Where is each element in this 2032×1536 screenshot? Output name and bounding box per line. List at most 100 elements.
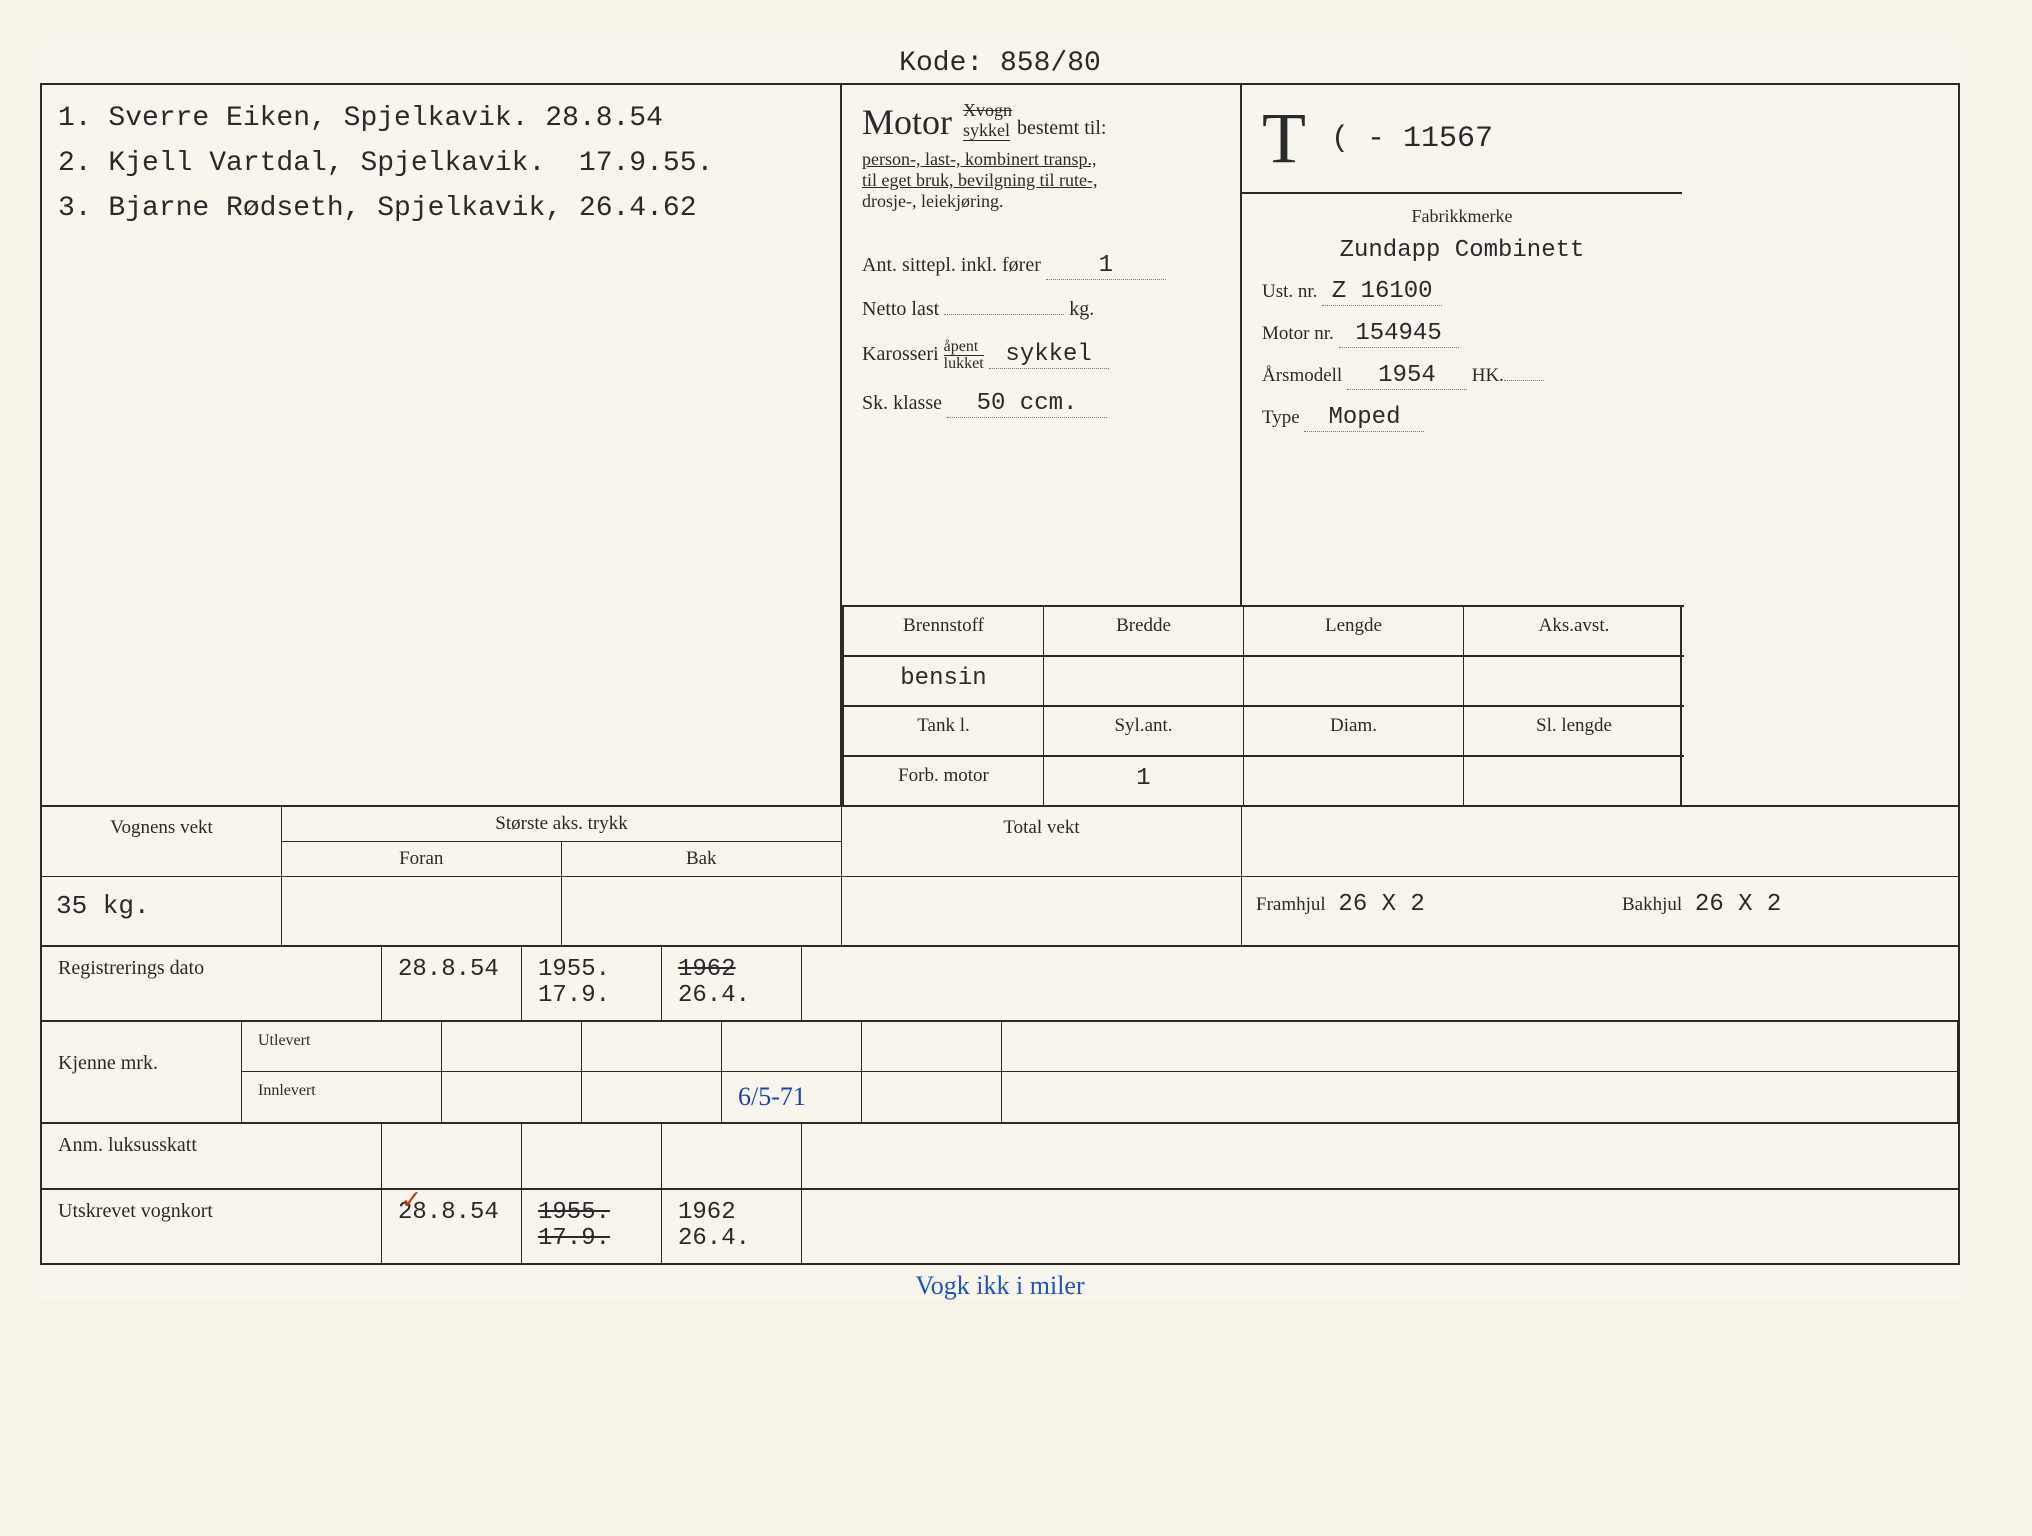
innlevert-label: Innlevert xyxy=(242,1072,442,1122)
wheels-box: Framhjul 26 X 2 Bakhjul 26 X 2 xyxy=(1242,877,2002,945)
netto-label: Netto last xyxy=(862,298,939,320)
utskrevet-2: 1955. 17.9. xyxy=(522,1190,662,1263)
aks-trykk-box: Største aks. trykk Foran Bak xyxy=(282,807,842,876)
owner-2: 2. Kjell Vartdal, Spjelkavik. 17.9.55. xyxy=(58,142,824,187)
utskrevet-row: Utskrevet vognkort 28.8.54 ✓ 1955. 17.9.… xyxy=(42,1190,1958,1263)
syl-label: Syl.ant. xyxy=(1044,705,1244,755)
framhjul-value: 26 X 2 xyxy=(1338,891,1424,918)
total-vekt-label: Total vekt xyxy=(842,807,1242,876)
handwritten-note: Vogk ikk i miler xyxy=(40,1271,1960,1301)
bottom-section: Registrerings dato 28.8.54 1955. 17.9. 1… xyxy=(40,947,1960,1265)
hk-label: HK. xyxy=(1472,365,1504,386)
framhjul-label: Framhjul xyxy=(1256,894,1326,915)
red-check-icon: ✓ xyxy=(402,1186,420,1219)
main-grid: 1. Sverre Eiken, Spjelkavik. 28.8.54 2. … xyxy=(40,83,1960,605)
kar-lukket: lukket xyxy=(944,356,984,372)
kode-header: Kode: 858/80 xyxy=(40,40,1960,83)
sl-lengde-value xyxy=(1464,755,1684,805)
motor-title: Motor xyxy=(862,101,952,143)
foran-value xyxy=(282,877,562,945)
foran-label: Foran xyxy=(282,842,562,876)
netto-unit: kg. xyxy=(1069,298,1094,320)
kode-label: Kode: xyxy=(899,48,983,79)
ust-value: Z 16100 xyxy=(1322,278,1442,306)
motor-nr-label: Motor nr. xyxy=(1262,323,1334,344)
reg-dato-rest xyxy=(802,947,1958,1020)
karosseri-options: åpent lukket xyxy=(944,339,984,372)
lengde-value xyxy=(1244,655,1464,705)
owners-spacer xyxy=(42,605,842,805)
bestemt-label: bestemt til: xyxy=(1017,117,1106,139)
utskrevet-label: Utskrevet vognkort xyxy=(42,1190,382,1263)
reg-number: ( - 11567 xyxy=(1331,122,1493,156)
utlevert-label: Utlevert xyxy=(242,1022,442,1071)
vognens-vekt-label: Vognens vekt xyxy=(42,807,282,876)
forb-value: 1 xyxy=(1044,755,1244,805)
utskrevet-rest xyxy=(802,1190,1958,1263)
aks-title: Største aks. trykk xyxy=(282,807,841,842)
desc-1: person-, last-, kombinert transp., xyxy=(862,149,1096,169)
lengde-label: Lengde xyxy=(1244,605,1464,655)
kjenne-label: Kjenne mrk. xyxy=(42,1022,242,1122)
vehicle-details: Fabrikkmerke Zundapp Combinett Ust. nr. … xyxy=(1242,192,1682,458)
type-value: Moped xyxy=(1304,404,1424,432)
desc-2: til eget bruk, bevilgning til rute-, xyxy=(862,170,1097,190)
diam-value xyxy=(1244,755,1464,805)
reg-letter: T xyxy=(1262,97,1306,180)
wheel-spacer xyxy=(1242,807,2002,876)
kar-apent: åpent xyxy=(944,339,984,356)
arsmodell-value: 1954 xyxy=(1347,362,1467,390)
bredde-value xyxy=(1044,655,1244,705)
motor-vogn-struck: Xvogn xyxy=(963,100,1012,120)
vognens-vekt-value: 35 kg. xyxy=(42,877,282,945)
tank-label: Tank l. xyxy=(844,705,1044,755)
kjenne-box: Utlevert Innlevert 6/5-71 xyxy=(242,1022,1958,1122)
netto-value xyxy=(944,314,1064,315)
brennstoff-label: Brennstoff xyxy=(844,605,1044,655)
aks-avst-value xyxy=(1464,655,1684,705)
arsmodell-label: Årsmodell xyxy=(1262,365,1342,386)
ust-label: Ust. nr. xyxy=(1262,281,1317,302)
motor-sykkel: sykkel xyxy=(963,120,1010,141)
spec-section: Brennstoff Bredde Lengde Aks.avst. bensi… xyxy=(842,605,1682,805)
kode-value: 858/80 xyxy=(1000,48,1101,79)
reg-dato-3: 1962 26.4. xyxy=(662,947,802,1020)
reg-header: T ( - 11567 xyxy=(1262,97,1662,180)
karosseri-value: sykkel xyxy=(989,341,1109,369)
weight-values-row: 35 kg. Framhjul 26 X 2 Bakhjul 26 X 2 xyxy=(40,877,1960,947)
reg-dato-label: Registrerings dato xyxy=(42,947,382,1020)
utskrevet-3: 1962 26.4. xyxy=(662,1190,802,1263)
motor-fields: Ant. sittepl. inkl. fører 1 Netto last k… xyxy=(862,252,1220,418)
reg-dato-1: 28.8.54 xyxy=(382,947,522,1020)
registration-card: Kode: 858/80 1. Sverre Eiken, Spjelkavik… xyxy=(40,40,1960,1301)
ant-sitte-label: Ant. sittepl. inkl. fører xyxy=(862,254,1041,276)
fabrikkmerke-value: Zundapp Combinett xyxy=(1262,237,1662,264)
owner-1: 1. Sverre Eiken, Spjelkavik. 28.8.54 xyxy=(58,97,824,142)
fabrikkmerke-label: Fabrikkmerke xyxy=(1262,206,1662,227)
forb-label: Forb. motor xyxy=(844,755,1044,805)
motor-desc: person-, last-, kombinert transp., til e… xyxy=(862,149,1220,212)
reg-dato-2: 1955. 17.9. xyxy=(522,947,662,1020)
anm-label: Anm. luksusskatt xyxy=(42,1124,382,1188)
bak-value xyxy=(562,877,842,945)
sl-lengde-label: Sl. lengde xyxy=(1464,705,1684,755)
bak-label: Bak xyxy=(562,842,842,876)
motor-subtitle: Xvogn sykkel xyxy=(963,101,1012,141)
motor-box: Motor Xvogn sykkel bestemt til: person-,… xyxy=(842,85,1242,605)
innlevert-handwritten: 6/5-71 xyxy=(722,1072,862,1122)
aks-avst-label: Aks.avst. xyxy=(1464,605,1684,655)
desc-3: drosje-, leiekjøring. xyxy=(862,191,1003,211)
utskrevet-1: 28.8.54 ✓ xyxy=(382,1190,522,1263)
sk-klasse-label: Sk. klasse xyxy=(862,392,942,414)
diam-label: Diam. xyxy=(1244,705,1464,755)
owners-box: 1. Sverre Eiken, Spjelkavik. 28.8.54 2. … xyxy=(42,85,842,605)
sk-klasse-value: 50 ccm. xyxy=(947,390,1107,418)
ant-sitte-value: 1 xyxy=(1046,252,1166,280)
hk-value xyxy=(1504,380,1544,381)
brennstoff-value: bensin xyxy=(844,655,1044,705)
right-box: T ( - 11567 Fabrikkmerke Zundapp Combine… xyxy=(1242,85,1682,605)
total-vekt-value xyxy=(842,877,1242,945)
owner-3: 3. Bjarne Rødseth, Spjelkavik, 26.4.62 xyxy=(58,187,824,232)
motor-nr-value: 154945 xyxy=(1339,320,1459,348)
bredde-label: Bredde xyxy=(1044,605,1244,655)
